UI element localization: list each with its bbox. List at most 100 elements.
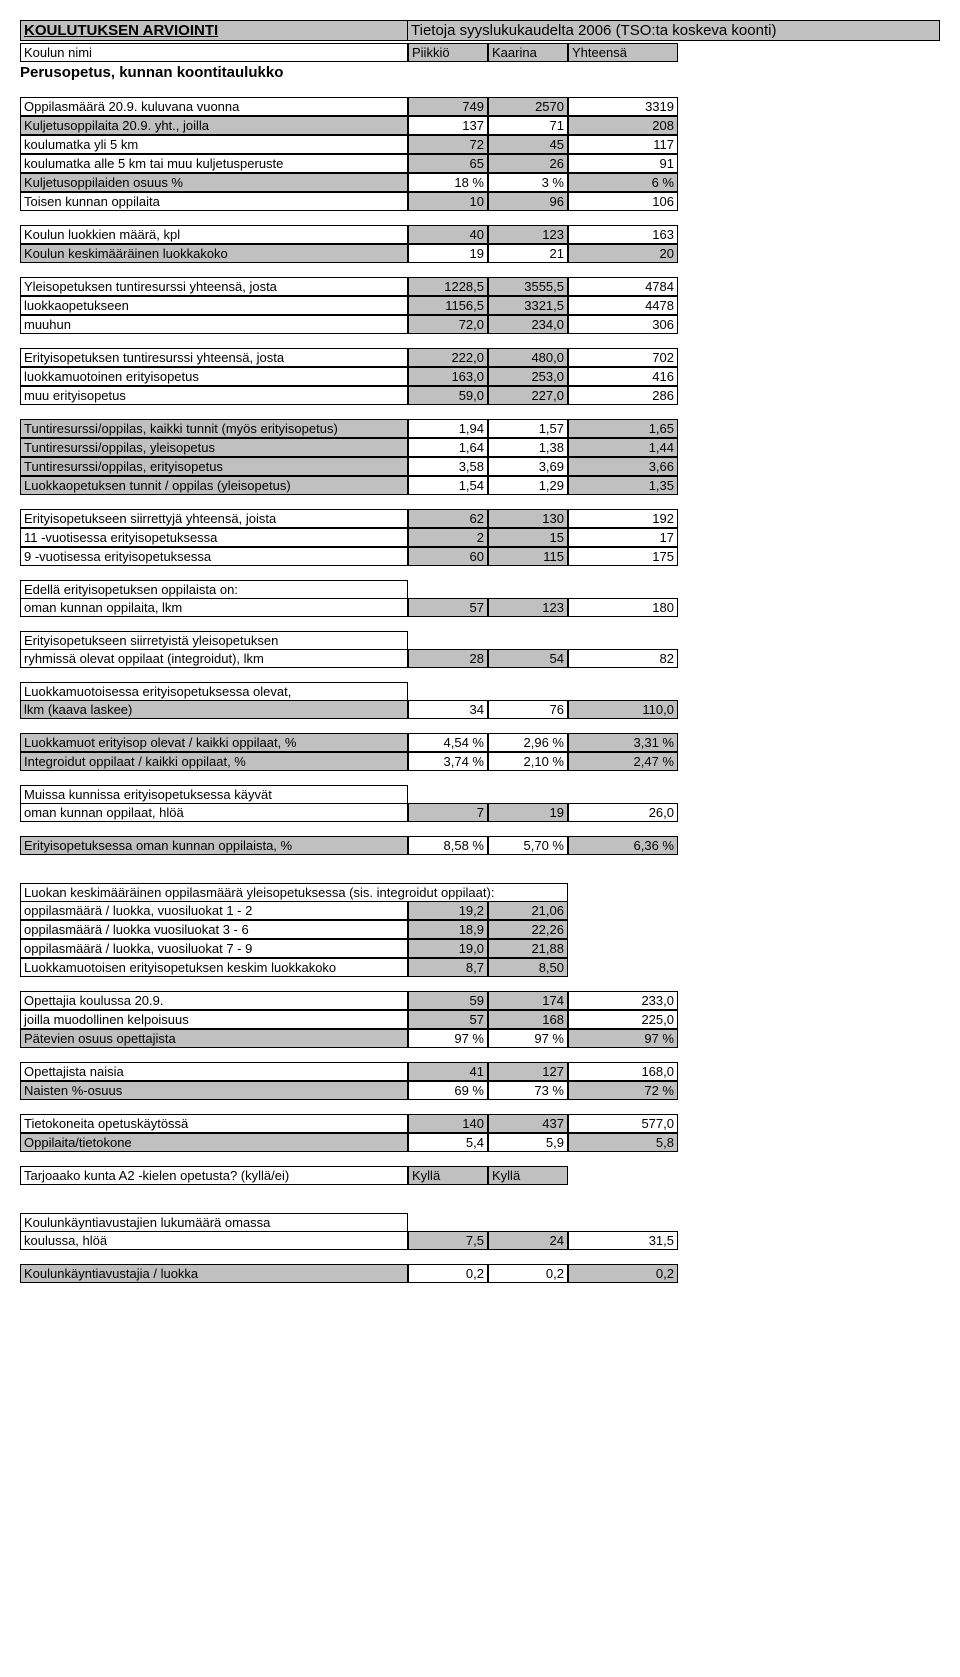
row-label: Oppilaita/tietokone [20,1133,408,1152]
col1-header: Piikkiö [408,43,488,62]
data-row: Tuntiresurssi/oppilas, yleisopetus1,641,… [20,438,940,457]
cell: 4,54 % [408,733,488,752]
cell: 0,2 [408,1264,488,1283]
cell: 82 [568,649,678,668]
cell: 19 [408,244,488,263]
cell: 0,2 [568,1264,678,1283]
cell: 3,66 [568,457,678,476]
cell: 123 [488,225,568,244]
cell: 91 [568,154,678,173]
cell: 437 [488,1114,568,1133]
cell: 3,31 % [568,733,678,752]
row-label: Tietokoneita opetuskäytössä [20,1114,408,1133]
cell: 97 % [568,1029,678,1048]
data-row: Luokkamuot erityisop olevat / kaikki opp… [20,733,940,752]
row-label: oppilasmäärä / luokka, vuosiluokat 1 - 2 [20,901,408,920]
data-row: Toisen kunnan oppilaita1096106 [20,192,940,211]
data-row: Kuljetusoppilaita 20.9. yht., joilla1377… [20,116,940,135]
data-row: Tuntiresurssi/oppilas, erityisopetus3,58… [20,457,940,476]
cell: 21,88 [488,939,568,958]
cell: 5,4 [408,1133,488,1152]
data-row: Tuntiresurssi/oppilas, kaikki tunnit (my… [20,419,940,438]
cell: 222,0 [408,348,488,367]
cell: 34 [408,700,488,719]
cell: 227,0 [488,386,568,405]
cell: 26 [488,154,568,173]
data-row: muu erityisopetus59,0227,0286 [20,386,940,405]
data-row: Erityisopetuksessa oman kunnan oppilaist… [20,836,940,855]
data-row: Kuljetusoppilaiden osuus %18 %3 %6 % [20,173,940,192]
cell: 6 % [568,173,678,192]
cell: 233,0 [568,991,678,1010]
data-row: joilla muodollinen kelpoisuus57168225,0 [20,1010,940,1029]
data-row: oman kunnan oppilaita, lkm57123180 [20,598,940,617]
cell: 127 [488,1062,568,1081]
block-header: Edellä erityisopetuksen oppilaista on: [20,580,408,598]
data-row: Yleisopetuksen tuntiresurssi yhteensä, j… [20,277,940,296]
data-row: oppilasmäärä / luokka vuosiluokat 3 - 61… [20,920,940,939]
row-label: 11 -vuotisessa erityisopetuksessa [20,528,408,547]
cell: 3,69 [488,457,568,476]
cell: 4784 [568,277,678,296]
row-label: muu erityisopetus [20,386,408,405]
cell: 2 [408,528,488,547]
cell: 26,0 [568,803,678,822]
row-label: ryhmissä olevat oppilaat (integroidut), … [20,649,408,668]
cell: 5,9 [488,1133,568,1152]
row-label: oppilasmäärä / luokka, vuosiluokat 7 - 9 [20,939,408,958]
cell: 5,8 [568,1133,678,1152]
data-row: ryhmissä olevat oppilaat (integroidut), … [20,649,940,668]
row-label: koulussa, hlöä [20,1231,408,1250]
cell: 168,0 [568,1062,678,1081]
row-label: Integroidut oppilaat / kaikki oppilaat, … [20,752,408,771]
cell: 1,64 [408,438,488,457]
row-label: Tarjoaako kunta A2 -kielen opetusta? (ky… [20,1166,408,1185]
cell: 10 [408,192,488,211]
cell: 8,50 [488,958,568,977]
cell: 18 % [408,173,488,192]
cell: 1228,5 [408,277,488,296]
row-label: muuhun [20,315,408,334]
row-label: Yleisopetuksen tuntiresurssi yhteensä, j… [20,277,408,296]
cell: 72,0 [408,315,488,334]
cell: 72 [408,135,488,154]
row-label: lkm (kaava laskee) [20,700,408,719]
cell: 286 [568,386,678,405]
section-title: Perusopetus, kunnan koontitaulukko [20,62,940,83]
data-row: Koulunkäyntiavustajia / luokka0,20,20,2 [20,1264,940,1283]
data-row: Oppilaita/tietokone5,45,95,8 [20,1133,940,1152]
row-label: koulumatka alle 5 km tai muu kuljetusper… [20,154,408,173]
cell: 0,2 [488,1264,568,1283]
data-row: Naisten %-osuus69 %73 %72 % [20,1081,940,1100]
cell: 4478 [568,296,678,315]
cell: 1,57 [488,419,568,438]
data-row: koulussa, hlöä7,52431,5 [20,1231,940,1250]
cell: 1,35 [568,476,678,495]
cell: 416 [568,367,678,386]
data-row: Oppilasmäärä 20.9. kuluvana vuonna749257… [20,97,940,116]
row-label: oppilasmäärä / luokka vuosiluokat 3 - 6 [20,920,408,939]
column-header-row: Koulun nimi Piikkiö Kaarina Yhteensä [20,43,940,62]
cell: 180 [568,598,678,617]
cell: 15 [488,528,568,547]
header-only-row: Edellä erityisopetuksen oppilaista on: [20,580,940,598]
row-label: 9 -vuotisessa erityisopetuksessa [20,547,408,566]
row-label: luokkaopetukseen [20,296,408,315]
cell: 8,58 % [408,836,488,855]
cell: 72 % [568,1081,678,1100]
data-row: Erityisopetuksen tuntiresurssi yhteensä,… [20,348,940,367]
data-row: Koulun luokkien määrä, kpl40123163 [20,225,940,244]
cell: 31,5 [568,1231,678,1250]
header-only-row: Muissa kunnissa erityisopetuksessa käyvä… [20,785,940,803]
cell: 18,9 [408,920,488,939]
cell: 97 % [488,1029,568,1048]
data-row: koulumatka yli 5 km7245117 [20,135,940,154]
cell: 208 [568,116,678,135]
cell: 702 [568,348,678,367]
cell: Kyllä [488,1166,568,1185]
cell: 2570 [488,97,568,116]
data-row: Erityisopetukseen siirrettyjä yhteensä, … [20,509,940,528]
cell: 225,0 [568,1010,678,1029]
cell: 24 [488,1231,568,1250]
cell: 62 [408,509,488,528]
